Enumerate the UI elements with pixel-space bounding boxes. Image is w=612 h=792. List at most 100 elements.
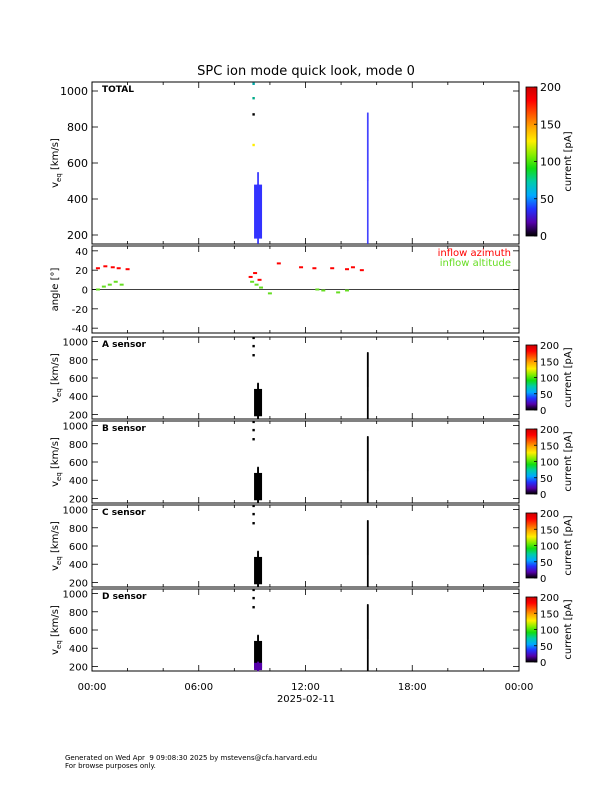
data-point [366,204,369,207]
colorbar-tick-label: 150 [540,525,559,536]
data-point [257,242,259,244]
data-point [366,199,369,201]
data-point [366,196,369,199]
data-point [252,420,255,424]
y-tick-label: 600 [67,157,88,170]
data-point [252,606,255,609]
series-point [110,266,115,269]
colorbar-tick-label: 50 [540,558,553,569]
x-tick-label: 06:00 [184,682,213,693]
data-point [257,239,259,241]
series-point [345,268,350,271]
series-point [116,267,121,270]
colorbar-label: current [pA] [563,599,574,659]
data-point [366,218,369,221]
data-point [252,596,255,600]
data-point [366,181,369,184]
series-point [95,267,100,270]
colorbar-tick-label: 50 [540,390,553,401]
plot-frame [91,504,520,588]
data-point [257,237,259,240]
colorbar-tick-label: 100 [540,374,559,385]
y-tick-label: 600 [69,374,88,385]
data-point [366,191,369,194]
data-point [366,227,369,229]
series-point [253,272,258,275]
data-point [366,190,369,193]
series-point [103,265,108,268]
data-point [366,193,369,196]
data-point [257,182,259,185]
data-column [254,640,263,669]
data-point [366,213,369,215]
colorbar-tick-label: 100 [540,458,559,469]
data-point [366,180,369,183]
data-point [366,203,369,206]
data-point [366,194,369,197]
data-point [252,588,255,592]
data-point [366,209,369,212]
data-point [252,428,255,432]
data-point [366,198,369,200]
data-point [257,240,259,242]
series-point [345,289,350,292]
data-point [252,336,255,340]
y-tick-label: 800 [69,608,88,619]
data-point [257,550,259,553]
colorbar-tick-label: 150 [540,441,559,452]
colorbar-tick-label: 100 [540,542,559,553]
plot-frame [91,588,520,672]
data-point [366,223,369,226]
data-column [254,556,263,585]
series-point [276,262,281,265]
data-point [366,216,369,218]
legend-entry: inflow azimuth [438,248,511,259]
colorbar-label: current [pA] [563,131,574,191]
data-point [366,200,369,202]
data-point [257,172,259,174]
colorbar-tick-label: 150 [540,357,559,368]
y-tick-label: 1000 [63,422,88,433]
data-point [366,236,369,239]
data-point [366,192,369,195]
data-point [257,181,259,184]
y-tick-label: 600 [69,458,88,469]
y-tick-label: 200 [69,410,88,421]
series-point [315,288,320,291]
data-point [252,113,255,116]
data-point [366,225,369,227]
footer-generated-line: Generated on Wed Apr 9 09:08:30 2025 by … [65,754,318,762]
y-tick-label: 200 [69,662,88,673]
data-point [366,237,369,240]
x-tick-label: 18:00 [398,682,427,693]
data-point [366,230,369,233]
colorbar-label: current [pA] [563,515,574,575]
colorbar-tick-label: 150 [540,609,559,620]
y-tick-label: 800 [69,440,88,451]
series-point [257,278,262,281]
data-point [252,354,255,357]
series-point [248,275,253,278]
data-column [366,352,369,388]
y-tick-label: 200 [67,229,88,242]
y-axis-title: veq [km/s] [50,605,63,655]
colorbar-tick-label: 0 [540,658,546,669]
panel-label: TOTAL [102,85,134,95]
data-point [366,219,369,222]
y-tick-label: 0 [82,286,88,297]
series-point [259,286,264,289]
data-point [366,235,369,238]
data-point [252,504,255,508]
data-point [366,217,369,220]
data-point [257,180,259,183]
data-point [366,232,369,235]
data-point [366,226,369,228]
y-tick-label: 1000 [63,338,88,349]
colorbar-tick-label: 50 [540,642,553,653]
y-tick-label: 400 [69,476,88,487]
y-tick-label: -40 [72,324,88,335]
data-point [366,207,369,210]
